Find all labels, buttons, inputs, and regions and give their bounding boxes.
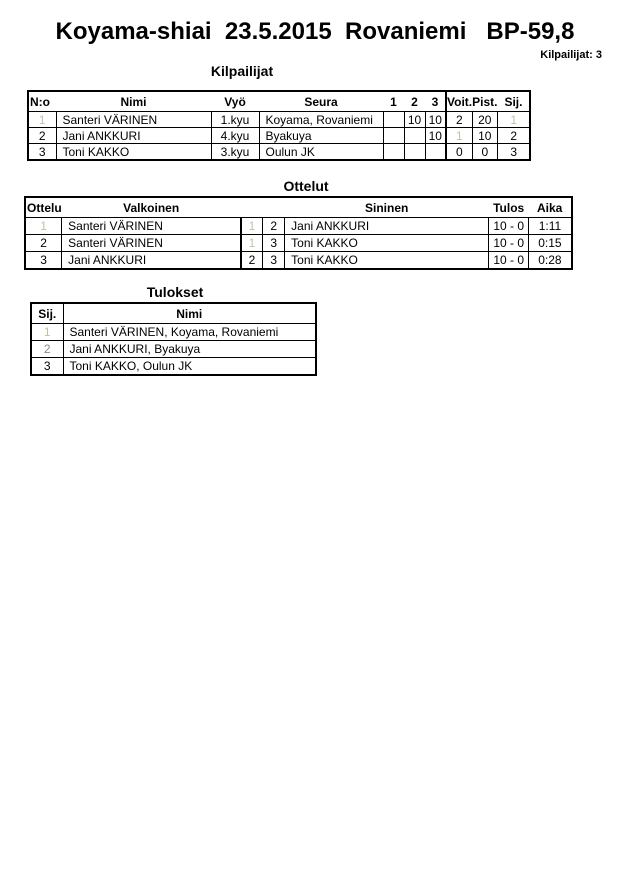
col-header-ottelu: Ottelu — [25, 197, 62, 218]
match-row: 1 Santeri VÄRINEN 1 2 Jani ANKKURI 10 - … — [24, 217, 573, 235]
col-header-tulos: Tulos — [488, 197, 529, 218]
col-header-white-number — [240, 197, 263, 218]
match-row: 2 Santeri VÄRINEN 1 3 Toni KAKKO 10 - 0 … — [24, 234, 573, 252]
cell-pist: 20 — [471, 111, 498, 128]
cell-ottelu: 2 — [24, 234, 63, 252]
cell-white-number: 1 — [239, 234, 264, 252]
cell-pist: 10 — [471, 127, 498, 144]
cell-match1 — [382, 111, 405, 128]
cell-seura: Koyama, Rovaniemi — [258, 111, 384, 128]
result-row: 3 Toni KAKKO, Oulun JK — [30, 357, 317, 376]
cell-nimi: Santeri VÄRINEN, Koyama, Rovaniemi — [62, 323, 317, 341]
col-header-voit: Voit. — [444, 91, 473, 112]
cell-seura: Byakuya — [258, 127, 384, 144]
results-table: Sij. Nimi 1 Santeri VÄRINEN, Koyama, Rov… — [30, 302, 317, 376]
cell-ottelu: 3 — [24, 251, 63, 270]
cell-match3 — [424, 143, 447, 161]
cell-sininen: Toni KAKKO — [284, 234, 490, 252]
cell-valkoinen: Santeri VÄRINEN — [61, 217, 242, 235]
matches-section-heading: Ottelut — [283, 178, 329, 194]
cell-no: 1 — [27, 111, 57, 128]
cell-nimi: Jani ANKKURI, Byakuya — [62, 340, 317, 358]
cell-sij: 3 — [496, 143, 531, 161]
cell-vyo: 1.kyu — [210, 111, 260, 128]
competitors-table: N:o Nimi Vyö Seura 1 2 3 Voit. Pist. Sij… — [27, 90, 532, 161]
cell-seura: Oulun JK — [258, 143, 384, 161]
col-header-no: N:o — [28, 91, 56, 112]
cell-nimi: Jani ANKKURI — [55, 127, 212, 144]
cell-voit: 2 — [444, 111, 473, 128]
matches-table: Ottelu Valkoinen Sininen Tulos Aika 1 Sa… — [24, 196, 573, 270]
cell-blue-number: 3 — [262, 251, 286, 270]
cell-vyo: 4.kyu — [210, 127, 260, 144]
cell-match3: 10 — [424, 111, 447, 128]
col-header-match3: 3 — [425, 91, 446, 112]
cell-blue-number: 3 — [262, 234, 286, 252]
cell-match1 — [382, 143, 405, 161]
col-header-pist: Pist. — [472, 91, 498, 112]
cell-aika: 0:15 — [528, 234, 573, 252]
cell-voit: 0 — [444, 143, 473, 161]
col-header-valkoinen: Valkoinen — [61, 197, 241, 218]
cell-aika: 1:11 — [528, 217, 573, 235]
match-row: 3 Jani ANKKURI 2 3 Toni KAKKO 10 - 0 0:2… — [24, 251, 573, 270]
cell-nimi: Toni KAKKO — [55, 143, 212, 161]
cell-sininen: Jani ANKKURI — [284, 217, 490, 235]
cell-sij: 1 — [30, 323, 64, 341]
cell-white-number: 1 — [239, 217, 264, 235]
cell-sininen: Toni KAKKO — [284, 251, 490, 270]
col-header-blue-number — [262, 197, 285, 218]
cell-match2: 10 — [403, 111, 426, 128]
cell-sij: 2 — [30, 340, 64, 358]
cell-sij: 2 — [496, 127, 531, 144]
cell-aika: 0:28 — [528, 251, 573, 270]
result-row: 2 Jani ANKKURI, Byakuya — [30, 340, 317, 358]
col-header-vyo: Vyö — [211, 91, 259, 112]
competitors-section-heading: Kilpailijat — [210, 63, 274, 79]
cell-tulos: 10 - 0 — [488, 234, 530, 252]
cell-blue-number: 2 — [262, 217, 286, 235]
results-header-row: Sij. Nimi — [31, 303, 316, 324]
col-header-match2: 2 — [404, 91, 425, 112]
cell-vyo: 3.kyu — [210, 143, 260, 161]
competitors-header-row: N:o Nimi Vyö Seura 1 2 3 Voit. Pist. Sij… — [28, 91, 531, 112]
cell-nimi: Santeri VÄRINEN — [55, 111, 212, 128]
col-header-seura: Seura — [259, 91, 383, 112]
cell-match1 — [382, 127, 405, 144]
cell-ottelu: 1 — [24, 217, 63, 235]
competitor-row: 3 Toni KAKKO 3.kyu Oulun JK 0 0 3 — [27, 143, 531, 161]
col-header-sij: Sij. — [497, 91, 531, 112]
results-section-heading: Tulokset — [146, 284, 204, 300]
matches-header-row: Ottelu Valkoinen Sininen Tulos Aika — [25, 197, 572, 218]
cell-tulos: 10 - 0 — [488, 217, 530, 235]
cell-pist: 0 — [471, 143, 498, 161]
col-header-sij: Sij. — [31, 303, 64, 324]
col-header-aika: Aika — [528, 197, 572, 218]
cell-no: 2 — [27, 127, 57, 144]
cell-no: 3 — [27, 143, 57, 161]
cell-nimi: Toni KAKKO, Oulun JK — [62, 357, 317, 376]
cell-match2 — [403, 127, 426, 144]
cell-sij: 1 — [496, 111, 531, 128]
competitor-row: 2 Jani ANKKURI 4.kyu Byakuya 10 1 10 2 — [27, 127, 531, 144]
cell-white-number: 2 — [239, 251, 264, 270]
cell-valkoinen: Santeri VÄRINEN — [61, 234, 242, 252]
cell-tulos: 10 - 0 — [488, 251, 530, 270]
cell-sij: 3 — [30, 357, 64, 376]
page-title: Koyama-shiai 23.5.2015 Rovaniemi BP-59,8 — [55, 18, 575, 45]
cell-valkoinen: Jani ANKKURI — [61, 251, 242, 270]
col-header-match1: 1 — [383, 91, 404, 112]
cell-match3: 10 — [424, 127, 447, 144]
competitor-row: 1 Santeri VÄRINEN 1.kyu Koyama, Rovaniem… — [27, 111, 531, 128]
col-header-nimi: Nimi — [56, 91, 211, 112]
competitors-count-label: Kilpailijat: 3 — [540, 49, 602, 61]
col-header-nimi: Nimi — [63, 303, 316, 324]
result-row: 1 Santeri VÄRINEN, Koyama, Rovaniemi — [30, 323, 317, 341]
cell-voit: 1 — [444, 127, 473, 144]
col-header-sininen: Sininen — [284, 197, 489, 218]
cell-match2 — [403, 143, 426, 161]
